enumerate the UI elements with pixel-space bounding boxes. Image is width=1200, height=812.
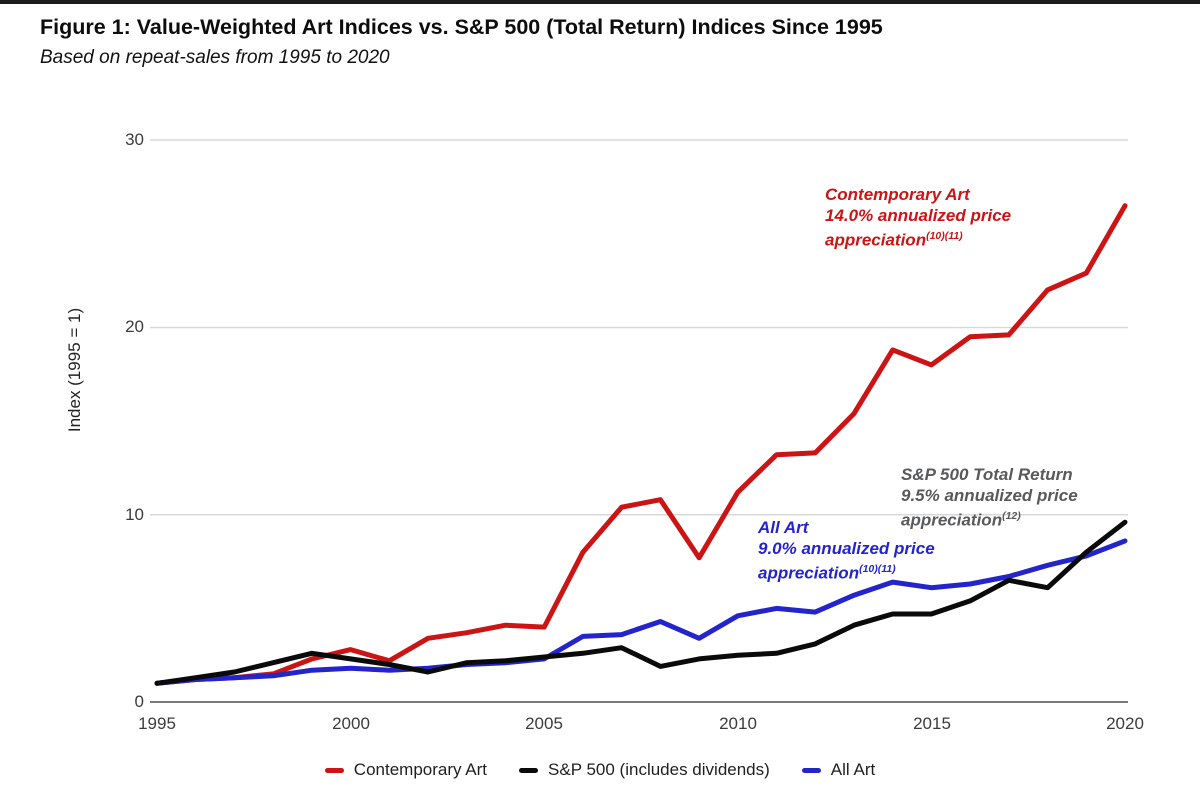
annotation-line: S&P 500 Total Return — [901, 465, 1073, 484]
y-tick-0: 0 — [134, 692, 144, 711]
legend-label: Contemporary Art — [353, 760, 488, 779]
x-tick-1995: 1995 — [138, 714, 176, 733]
top-border — [0, 0, 1200, 4]
x-tick-2000: 2000 — [332, 714, 370, 733]
footnote-marker: (10)(11) — [926, 230, 963, 242]
x-tick-2005: 2005 — [525, 714, 563, 733]
annotation-line: 9.5% annualized price — [901, 486, 1078, 505]
y-tick-20: 20 — [125, 317, 144, 336]
annotation-line: appreciation — [758, 563, 860, 583]
footnote-marker: (12) — [1002, 510, 1021, 522]
y-tick-10: 10 — [125, 505, 144, 524]
annotation-line: All Art — [758, 518, 809, 537]
legend-dash-icon — [801, 767, 821, 773]
legend-item-all-art: All Art — [801, 760, 876, 780]
chart-legend: Contemporary Art S&P 500 (includes divid… — [0, 760, 1200, 780]
legend-label: All Art — [830, 760, 876, 779]
annotation-line: appreciation — [825, 230, 927, 250]
legend-item-sp500: S&P 500 (includes dividends) — [519, 760, 770, 780]
y-axis-title: Index (1995 = 1) — [65, 307, 84, 433]
annotation-line: 14.0% annualized price — [825, 206, 1012, 225]
x-tick-2010: 2010 — [719, 714, 757, 733]
legend-dash-icon — [519, 767, 539, 773]
annotation-contemporary-art: Contemporary Art 14.0% annualized price … — [825, 184, 1011, 251]
annotation-line: 9.0% annualized price — [758, 539, 935, 558]
footnote-marker: (10)(11) — [859, 563, 896, 575]
x-tick-2015: 2015 — [913, 714, 951, 733]
legend-item-contemporary-art: Contemporary Art — [324, 760, 488, 780]
line-contemporary-art — [154, 203, 1128, 686]
line-sp500 — [154, 519, 1128, 686]
x-tick-2020: 2020 — [1106, 714, 1144, 733]
legend-dash-icon — [324, 767, 344, 773]
annotation-all-art: All Art 9.0% annualized price appreciati… — [758, 517, 935, 584]
annotation-line: appreciation — [901, 510, 1003, 530]
legend-label: S&P 500 (includes dividends) — [548, 760, 770, 779]
y-tick-30: 30 — [125, 130, 144, 149]
figure-title: Figure 1: Value-Weighted Art Indices vs.… — [40, 15, 883, 39]
annotation-line: Contemporary Art — [825, 185, 970, 204]
figure-subtitle: Based on repeat-sales from 1995 to 2020 — [40, 47, 390, 68]
line-all-art — [154, 538, 1128, 686]
annotation-sp500: S&P 500 Total Return 9.5% annualized pri… — [901, 464, 1078, 531]
